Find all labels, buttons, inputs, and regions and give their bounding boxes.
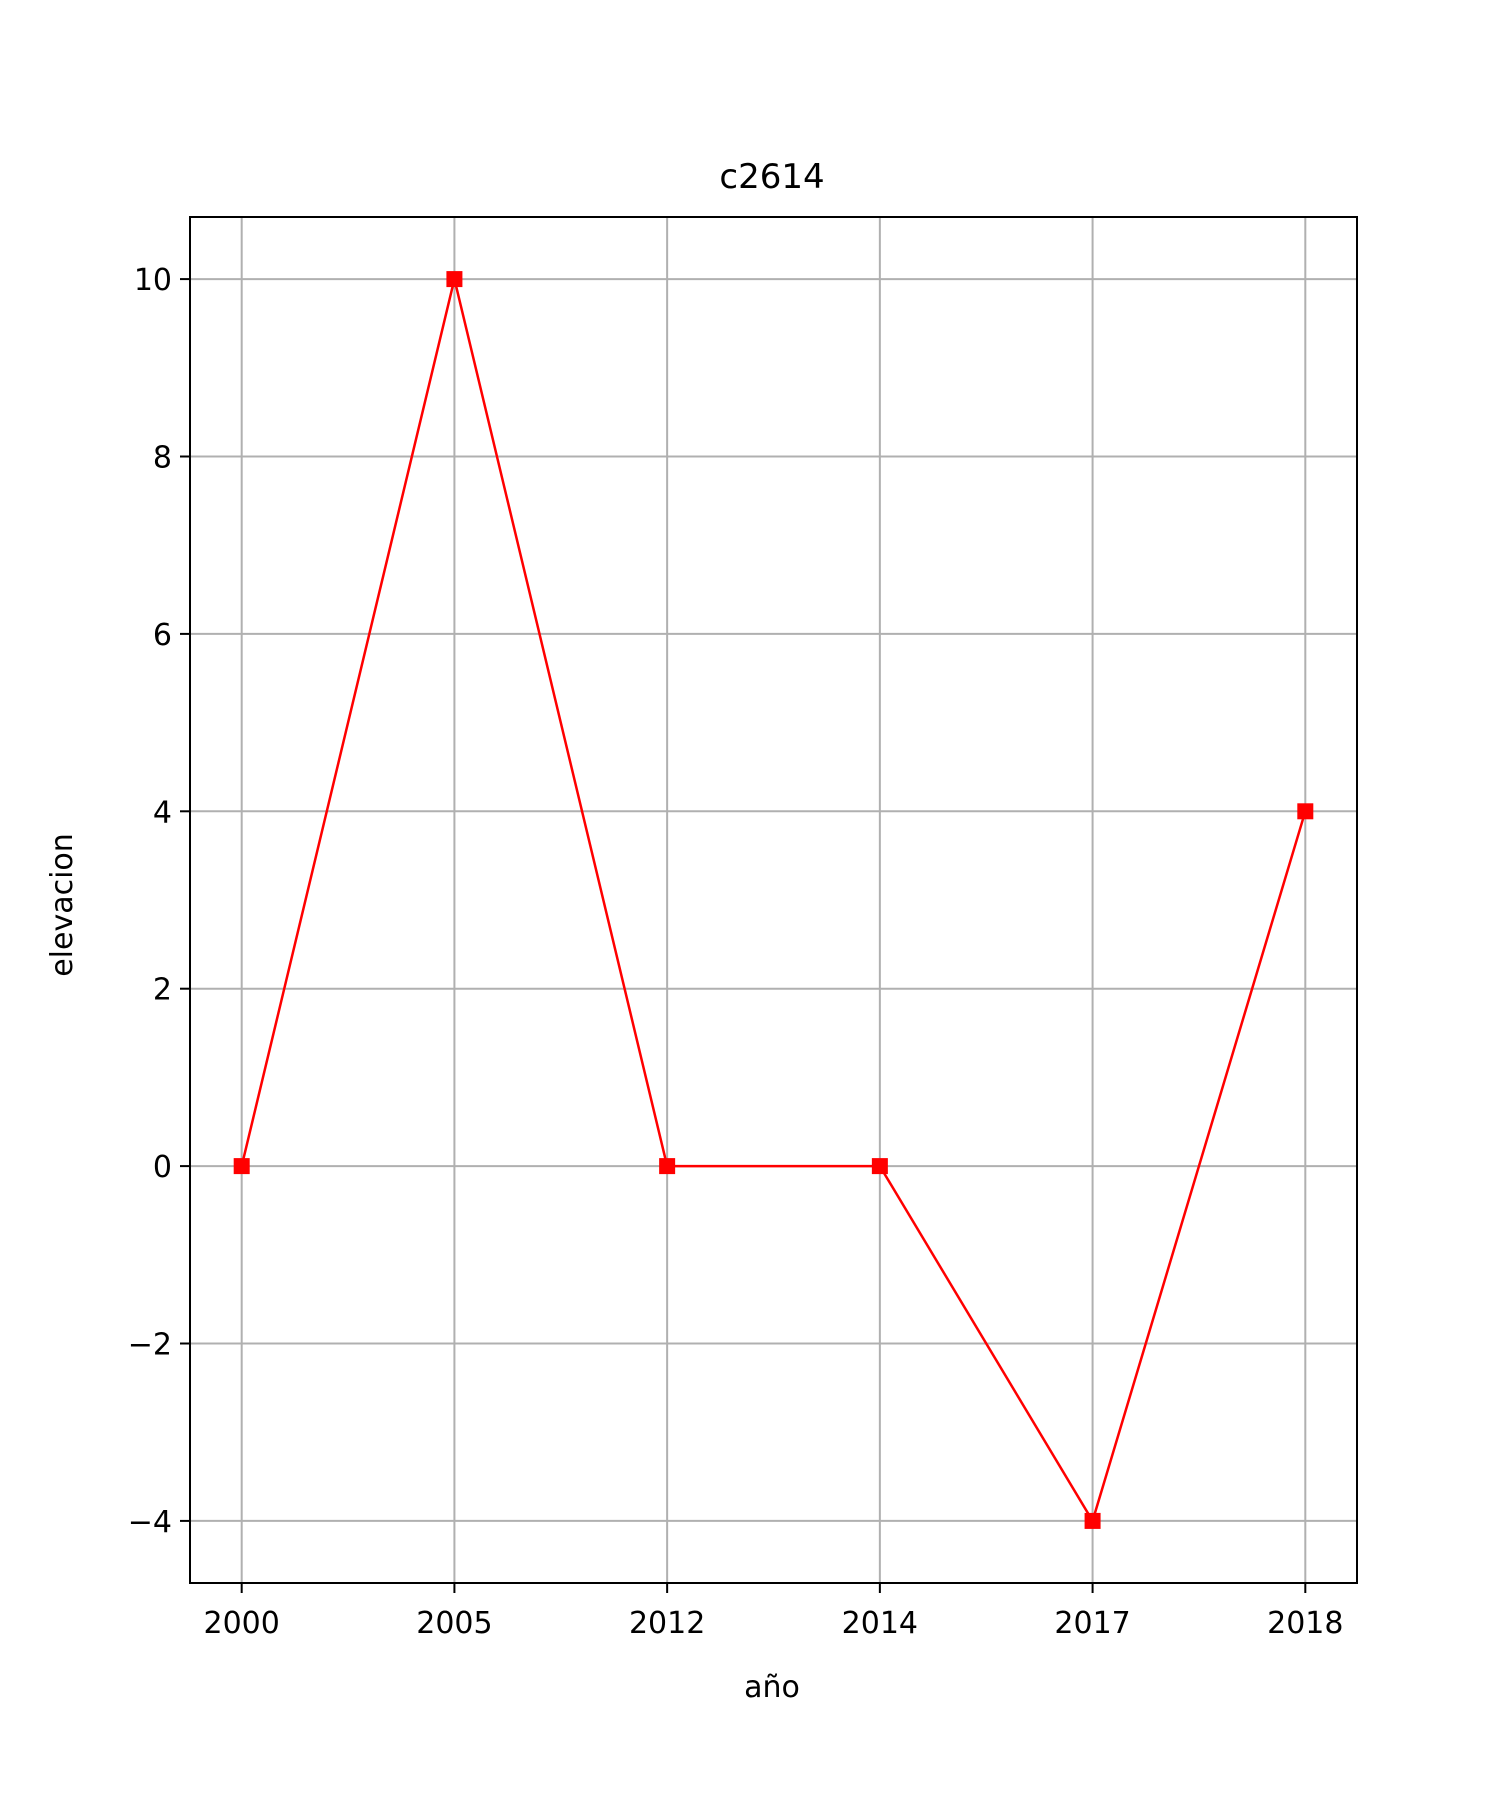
data-point-marker	[659, 1158, 676, 1175]
x-axis-label: año	[744, 1670, 800, 1705]
series-line	[240, 278, 1307, 1524]
grid-lines	[190, 217, 1357, 1583]
data-point-marker	[1297, 803, 1314, 820]
x-tick-label: 2018	[1267, 1606, 1343, 1641]
y-tick-label: 2	[153, 973, 172, 1008]
y-tick-label: −4	[128, 1505, 172, 1540]
y-tick-label: 8	[153, 440, 172, 475]
axis-ticks: 2000 2005 2012 2014 2017 2018 −4 −2 0 2 4 6 8 10	[128, 263, 1344, 1641]
y-axis-label: elevacion	[45, 833, 80, 977]
plot-area-frame	[189, 216, 1358, 1584]
x-tick-label: 2017	[1054, 1606, 1130, 1641]
y-tick-label: −2	[128, 1328, 172, 1363]
x-tick-label: 2005	[416, 1606, 492, 1641]
y-tick-label: 4	[153, 795, 172, 830]
data-point-marker	[446, 271, 463, 288]
x-tick-label: 2000	[204, 1606, 280, 1641]
y-tick-label: 0	[153, 1150, 172, 1185]
y-tick-label: 6	[153, 618, 172, 653]
data-point-marker	[1084, 1512, 1101, 1529]
x-tick-label: 2012	[629, 1606, 705, 1641]
series-layer	[233, 271, 1314, 1529]
x-tick-label: 2014	[842, 1606, 918, 1641]
y-tick-label: 10	[134, 263, 172, 298]
chart-title: c2614	[719, 157, 824, 197]
data-point-marker	[233, 1158, 250, 1175]
data-point-marker	[871, 1158, 888, 1175]
